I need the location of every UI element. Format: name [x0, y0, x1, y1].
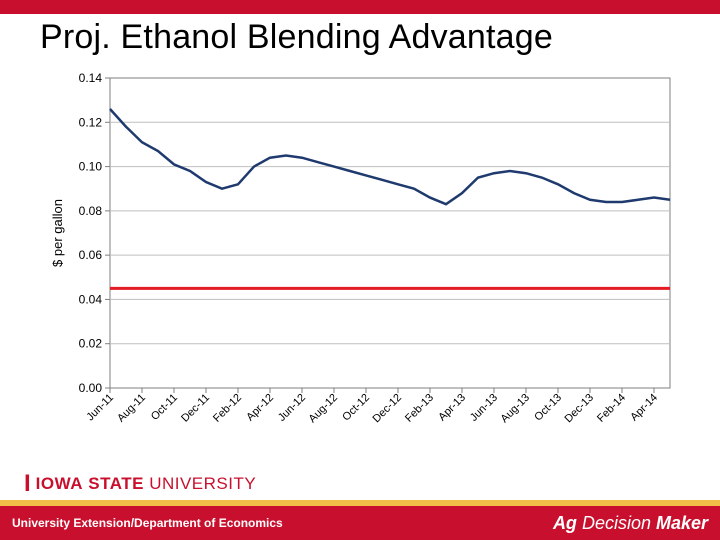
svg-text:Oct-12: Oct-12	[340, 392, 372, 424]
svg-text:0.00: 0.00	[79, 381, 103, 395]
svg-text:0.04: 0.04	[79, 292, 103, 306]
svg-text:Jun-11: Jun-11	[84, 392, 116, 424]
isu-mark-icon: I	[24, 470, 30, 498]
svg-text:Jun-13: Jun-13	[468, 392, 500, 424]
svg-text:0.12: 0.12	[79, 115, 103, 129]
svg-text:$ per gallon: $ per gallon	[50, 199, 65, 267]
svg-text:Apr-13: Apr-13	[436, 392, 468, 424]
footer-maker: Maker	[656, 513, 708, 533]
footer: University Extension/Department of Econo…	[0, 500, 720, 540]
slide: Proj. Ethanol Blending Advantage 0.000.0…	[0, 0, 720, 540]
svg-text:Feb-12: Feb-12	[211, 392, 244, 425]
svg-text:Aug-11: Aug-11	[115, 392, 148, 425]
line-chart: 0.00 0.02 0.04 0.06 0.08 0.10 0.12 0.14 $ per ga…	[30, 68, 690, 468]
isu-text-iowa: IOWA	[36, 474, 83, 493]
svg-text:Apr-14: Apr-14	[628, 392, 660, 424]
svg-text:0.08: 0.08	[79, 204, 103, 218]
footer-brand: Ag Decision Maker	[553, 513, 708, 534]
svg-text:Jun-12: Jun-12	[276, 392, 308, 424]
svg-text:0.06: 0.06	[79, 248, 103, 262]
svg-text:Dec-11: Dec-11	[179, 392, 212, 425]
svg-text:Oct-11: Oct-11	[149, 392, 180, 423]
footer-main: University Extension/Department of Econo…	[0, 506, 720, 540]
footer-dept: University Extension/Department of Econo…	[12, 516, 283, 530]
svg-text:Oct-13: Oct-13	[532, 392, 564, 424]
svg-text:Feb-13: Feb-13	[403, 392, 436, 425]
isu-text-state: STATE	[88, 474, 144, 493]
svg-text:Aug-12: Aug-12	[307, 392, 341, 426]
isu-text-university: UNIVERSITY	[149, 474, 256, 493]
footer-ag: Ag	[553, 513, 577, 533]
svg-text:Dec-12: Dec-12	[371, 392, 405, 426]
svg-text:0.14: 0.14	[79, 71, 103, 85]
page-title: Proj. Ethanol Blending Advantage	[40, 18, 553, 57]
svg-text:Aug-13: Aug-13	[499, 392, 533, 426]
isu-wordmark: IOWA STATE UNIVERSITY	[36, 474, 257, 494]
isu-logo: I IOWA STATE UNIVERSITY	[24, 470, 256, 498]
svg-text:0.10: 0.10	[79, 160, 103, 174]
footer-decision: Decision	[577, 513, 656, 533]
svg-text:Apr-12: Apr-12	[244, 392, 276, 424]
svg-text:0.02: 0.02	[79, 337, 103, 351]
svg-text:Dec-13: Dec-13	[563, 392, 597, 426]
svg-text:Feb-14: Feb-14	[595, 392, 628, 425]
brand-top-bar	[0, 0, 720, 14]
chart-container: 0.00 0.02 0.04 0.06 0.08 0.10 0.12 0.14 $ per ga…	[30, 68, 690, 468]
